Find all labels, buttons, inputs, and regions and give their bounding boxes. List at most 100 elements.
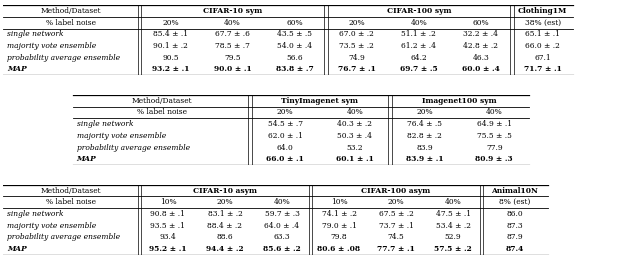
Text: 40%: 40% xyxy=(224,19,241,27)
Text: 93.5 ± .1: 93.5 ± .1 xyxy=(150,222,186,230)
Text: majority vote ensemble: majority vote ensemble xyxy=(7,42,96,50)
Text: 73.5 ± .2: 73.5 ± .2 xyxy=(339,42,374,50)
Text: 40%: 40% xyxy=(445,198,461,206)
Text: MAP: MAP xyxy=(7,245,27,253)
Text: 87.4: 87.4 xyxy=(506,245,524,253)
Text: 59.7 ± .3: 59.7 ± .3 xyxy=(264,210,300,218)
Text: 54.5 ± .7: 54.5 ± .7 xyxy=(268,120,303,128)
Text: 90.1 ± .2: 90.1 ± .2 xyxy=(153,42,188,50)
Text: 67.5 ± .2: 67.5 ± .2 xyxy=(379,210,413,218)
Text: 90.8 ± .1: 90.8 ± .1 xyxy=(150,210,186,218)
Text: 87.3: 87.3 xyxy=(506,222,523,230)
Text: 20%: 20% xyxy=(416,108,433,116)
Text: 80.6 ± .08: 80.6 ± .08 xyxy=(317,245,360,253)
Text: 66.0 ± .1: 66.0 ± .1 xyxy=(266,155,304,163)
Text: 40%: 40% xyxy=(346,108,364,116)
Text: 69.7 ± .5: 69.7 ± .5 xyxy=(400,66,438,74)
Text: 66.0 ± .2: 66.0 ± .2 xyxy=(525,42,560,50)
Text: 62.0 ± .1: 62.0 ± .1 xyxy=(268,132,303,140)
Text: 74.9: 74.9 xyxy=(348,54,365,62)
Text: majority vote ensemble: majority vote ensemble xyxy=(77,132,166,140)
Text: 65.1 ± .1: 65.1 ± .1 xyxy=(525,30,560,38)
Text: Imagenet100 sym: Imagenet100 sym xyxy=(422,97,497,105)
Text: 20%: 20% xyxy=(277,108,294,116)
Text: 82.8 ± .2: 82.8 ± .2 xyxy=(407,132,442,140)
Text: 40%: 40% xyxy=(486,108,502,116)
Text: single network: single network xyxy=(7,30,63,38)
Text: 77.9: 77.9 xyxy=(486,144,502,152)
Text: Animal10N: Animal10N xyxy=(492,186,538,194)
Text: 73.7 ± .1: 73.7 ± .1 xyxy=(379,222,413,230)
Text: 90.0 ± .1: 90.0 ± .1 xyxy=(214,66,252,74)
Text: 61.2 ± .4: 61.2 ± .4 xyxy=(401,42,436,50)
Text: Method/Dataset: Method/Dataset xyxy=(41,7,102,15)
Text: MAP: MAP xyxy=(77,155,97,163)
Text: 60.0 ± .4: 60.0 ± .4 xyxy=(462,66,500,74)
Text: 67.1: 67.1 xyxy=(534,54,551,62)
Text: Method/Dataset: Method/Dataset xyxy=(41,186,102,194)
Text: 71.7 ± .1: 71.7 ± .1 xyxy=(524,66,562,74)
Text: 74.5: 74.5 xyxy=(388,233,404,241)
Text: 76.7 ± .1: 76.7 ± .1 xyxy=(338,66,376,74)
Text: Method/Dataset: Method/Dataset xyxy=(131,97,192,105)
Text: 93.4: 93.4 xyxy=(159,233,176,241)
Text: 53.4 ± .2: 53.4 ± .2 xyxy=(436,222,470,230)
Text: 60%: 60% xyxy=(286,19,303,27)
Text: probability average ensemble: probability average ensemble xyxy=(7,233,120,241)
Text: 40%: 40% xyxy=(274,198,291,206)
Text: single network: single network xyxy=(7,210,63,218)
Text: 94.4 ± .2: 94.4 ± .2 xyxy=(206,245,244,253)
Text: 77.7 ± .1: 77.7 ± .1 xyxy=(377,245,415,253)
Text: 52.9: 52.9 xyxy=(445,233,461,241)
Text: 87.9: 87.9 xyxy=(506,233,523,241)
Text: TinyImagenet sym: TinyImagenet sym xyxy=(282,97,358,105)
Text: 75.5 ± .5: 75.5 ± .5 xyxy=(477,132,511,140)
Text: 20%: 20% xyxy=(388,198,404,206)
Text: CIFAR-10 asym: CIFAR-10 asym xyxy=(193,186,257,194)
Text: 86.0: 86.0 xyxy=(506,210,523,218)
Text: 95.2 ± .1: 95.2 ± .1 xyxy=(149,245,187,253)
Text: 83.9 ± .1: 83.9 ± .1 xyxy=(406,155,444,163)
Text: 63.3: 63.3 xyxy=(274,233,291,241)
Text: 83.8 ± .7: 83.8 ± .7 xyxy=(276,66,314,74)
Text: 40.3 ± .2: 40.3 ± .2 xyxy=(337,120,372,128)
Text: 54.0 ± .4: 54.0 ± .4 xyxy=(277,42,312,50)
Text: 88.4 ± .2: 88.4 ± .2 xyxy=(207,222,243,230)
Text: 46.3: 46.3 xyxy=(472,54,490,62)
Text: CIFAR-100 asym: CIFAR-100 asym xyxy=(362,186,431,194)
Text: 64.0 ± .4: 64.0 ± .4 xyxy=(264,222,300,230)
Text: MAP: MAP xyxy=(7,66,27,74)
Text: 67.0 ± .2: 67.0 ± .2 xyxy=(339,30,374,38)
Text: 42.8 ± .2: 42.8 ± .2 xyxy=(463,42,499,50)
Text: 10%: 10% xyxy=(159,198,176,206)
Text: 57.5 ± .2: 57.5 ± .2 xyxy=(434,245,472,253)
Text: majority vote ensemble: majority vote ensemble xyxy=(7,222,96,230)
Text: 64.0: 64.0 xyxy=(276,144,294,152)
Text: 85.4 ± .1: 85.4 ± .1 xyxy=(153,30,188,38)
Text: % label noise: % label noise xyxy=(136,108,187,116)
Text: 64.2: 64.2 xyxy=(410,54,428,62)
Text: 88.6: 88.6 xyxy=(217,233,233,241)
Text: 85.6 ± .2: 85.6 ± .2 xyxy=(263,245,301,253)
Text: 20%: 20% xyxy=(217,198,233,206)
Text: 83.1 ± .2: 83.1 ± .2 xyxy=(207,210,243,218)
Text: 76.4 ± .5: 76.4 ± .5 xyxy=(407,120,442,128)
Text: 78.5 ± .7: 78.5 ± .7 xyxy=(215,42,250,50)
Text: 47.5 ± .1: 47.5 ± .1 xyxy=(436,210,470,218)
Text: 38% (est): 38% (est) xyxy=(525,19,561,27)
Text: 10%: 10% xyxy=(331,198,348,206)
Text: 40%: 40% xyxy=(410,19,428,27)
Text: 67.7 ± .6: 67.7 ± .6 xyxy=(215,30,250,38)
Text: 90.5: 90.5 xyxy=(162,54,179,62)
Text: 32.2 ± .4: 32.2 ± .4 xyxy=(463,30,499,38)
Text: 50.3 ± .4: 50.3 ± .4 xyxy=(337,132,372,140)
Text: 8% (est): 8% (est) xyxy=(499,198,531,206)
Text: % label noise: % label noise xyxy=(46,198,96,206)
Text: probability average ensemble: probability average ensemble xyxy=(77,144,190,152)
Text: single network: single network xyxy=(77,120,133,128)
Text: CIFAR-100 sym: CIFAR-100 sym xyxy=(387,7,451,15)
Text: % label noise: % label noise xyxy=(46,19,96,27)
Text: 60%: 60% xyxy=(472,19,489,27)
Text: 51.1 ± .2: 51.1 ± .2 xyxy=(401,30,436,38)
Text: probability average ensemble: probability average ensemble xyxy=(7,54,120,62)
